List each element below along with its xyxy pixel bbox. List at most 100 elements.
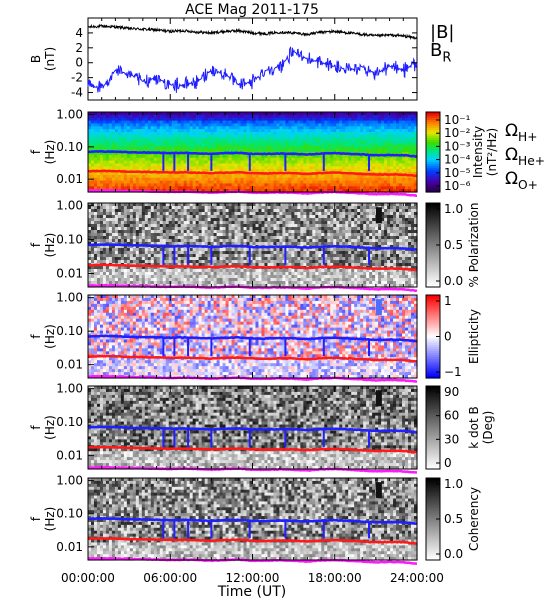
heatmap-cell [285, 189, 289, 193]
heatmap-cell [108, 174, 113, 179]
heatmap-cell [99, 129, 104, 133]
heatmap-cell [153, 140, 158, 145]
heatmap-cell [237, 143, 242, 147]
heatmap-cell [90, 114, 95, 119]
heatmap-cell [273, 186, 278, 190]
heatmap-cell [264, 143, 269, 147]
heatmap-cell [102, 112, 107, 116]
heatmap-cell [168, 129, 173, 133]
heatmap-cell [270, 169, 275, 173]
heatmap-cell [153, 172, 158, 176]
heatmap-cell [246, 189, 251, 193]
heatmap-cell [246, 140, 251, 145]
heatmap-cell [258, 126, 263, 130]
heatmap-cell [240, 183, 245, 187]
heatmap-cell [156, 157, 161, 162]
heatmap-cell [192, 166, 197, 170]
heatmap-cell [90, 186, 95, 190]
heatmap-cell [264, 129, 269, 133]
heatmap-cell [240, 172, 245, 176]
heatmap-cell [105, 120, 110, 125]
heatmap-cell [135, 160, 140, 165]
heatmap-cell [165, 166, 170, 170]
heatmap-cell [132, 149, 137, 153]
heatmap-cell [96, 137, 101, 142]
heatmap-cell [123, 163, 128, 167]
heatmap-cell [273, 143, 278, 147]
heatmap-cell [234, 143, 239, 147]
heatmap-cell [147, 183, 152, 187]
heatmap-cell [183, 132, 188, 136]
heatmap-cell [201, 174, 206, 179]
heatmap-cell [123, 143, 128, 147]
heatmap-cell [246, 146, 251, 150]
heatmap-cell [270, 137, 275, 142]
heatmap-cell [114, 132, 119, 136]
heatmap-cell [198, 160, 203, 165]
heatmap-cell [222, 189, 227, 193]
heatmap-cell [105, 160, 110, 165]
heatmap-cell [291, 120, 295, 125]
heatmap-cell [88, 186, 92, 190]
heatmap-cell [108, 120, 113, 125]
heatmap-cell [88, 154, 92, 159]
heatmap-cell [177, 174, 182, 179]
heatmap-cell [93, 126, 98, 130]
heatmap-cell [261, 154, 266, 159]
heatmap-cell [216, 112, 221, 116]
heatmap-cell [117, 177, 122, 182]
heatmap-cell [189, 126, 194, 130]
heatmap-cell [216, 129, 221, 133]
heatmap-cell [192, 183, 197, 187]
heatmap-cell [258, 149, 263, 153]
heatmap-cell [189, 123, 194, 127]
heatmap-cell [276, 177, 281, 182]
heatmap-cell [180, 166, 185, 170]
heatmap-cell [195, 177, 200, 182]
heatmap-cell [105, 183, 110, 187]
heatmap-cell [195, 117, 200, 122]
heatmap-cell [108, 114, 113, 119]
heatmap-cell [249, 186, 254, 190]
heatmap-cell [204, 157, 209, 162]
heatmap-cell [144, 174, 149, 179]
heatmap-cell [192, 120, 197, 125]
heatmap-cell [168, 163, 173, 167]
heatmap-cell [96, 186, 101, 190]
heatmap-cell [270, 166, 275, 170]
heatmap-cell [237, 137, 242, 142]
heatmap-cell [180, 149, 185, 153]
heatmap-cell [219, 174, 224, 179]
heatmap-cell [111, 123, 116, 127]
heatmap-cell [222, 163, 227, 167]
heatmap-cell [249, 169, 254, 173]
heatmap-cell [132, 166, 137, 170]
heatmap-cell [132, 172, 137, 176]
heatmap-cell [138, 163, 143, 167]
heatmap-cell [261, 140, 266, 145]
heatmap-cell [126, 149, 131, 153]
heatmap-cell [189, 132, 194, 136]
heatmap-cell [198, 114, 203, 119]
heatmap-cell [93, 146, 98, 150]
heatmap-cell [156, 117, 161, 122]
heatmap-cell [183, 117, 188, 122]
heatmap-cell [186, 180, 191, 185]
heatmap-cell [228, 163, 233, 167]
heatmap-cell [147, 163, 152, 167]
heatmap-cell [210, 157, 215, 162]
heatmap-cell [144, 117, 149, 122]
heatmap-cell [159, 177, 164, 182]
heatmap-cell [192, 180, 197, 185]
heatmap-cell [96, 120, 101, 125]
heatmap-cell [90, 160, 95, 165]
heatmap-cell [153, 183, 158, 187]
heatmap-cell [105, 129, 110, 133]
heatmap-cell [234, 180, 239, 185]
heatmap-cell [162, 137, 167, 142]
heatmap-cell [135, 146, 140, 150]
heatmap-cell [255, 137, 260, 142]
panel-intensity: 1.000.100.01f (Hz)10⁻¹10⁻²10⁻³10⁻⁴10⁻⁵10⁻… [29, 108, 545, 198]
heatmap-cell [264, 126, 269, 130]
heatmap-cell [288, 149, 292, 153]
